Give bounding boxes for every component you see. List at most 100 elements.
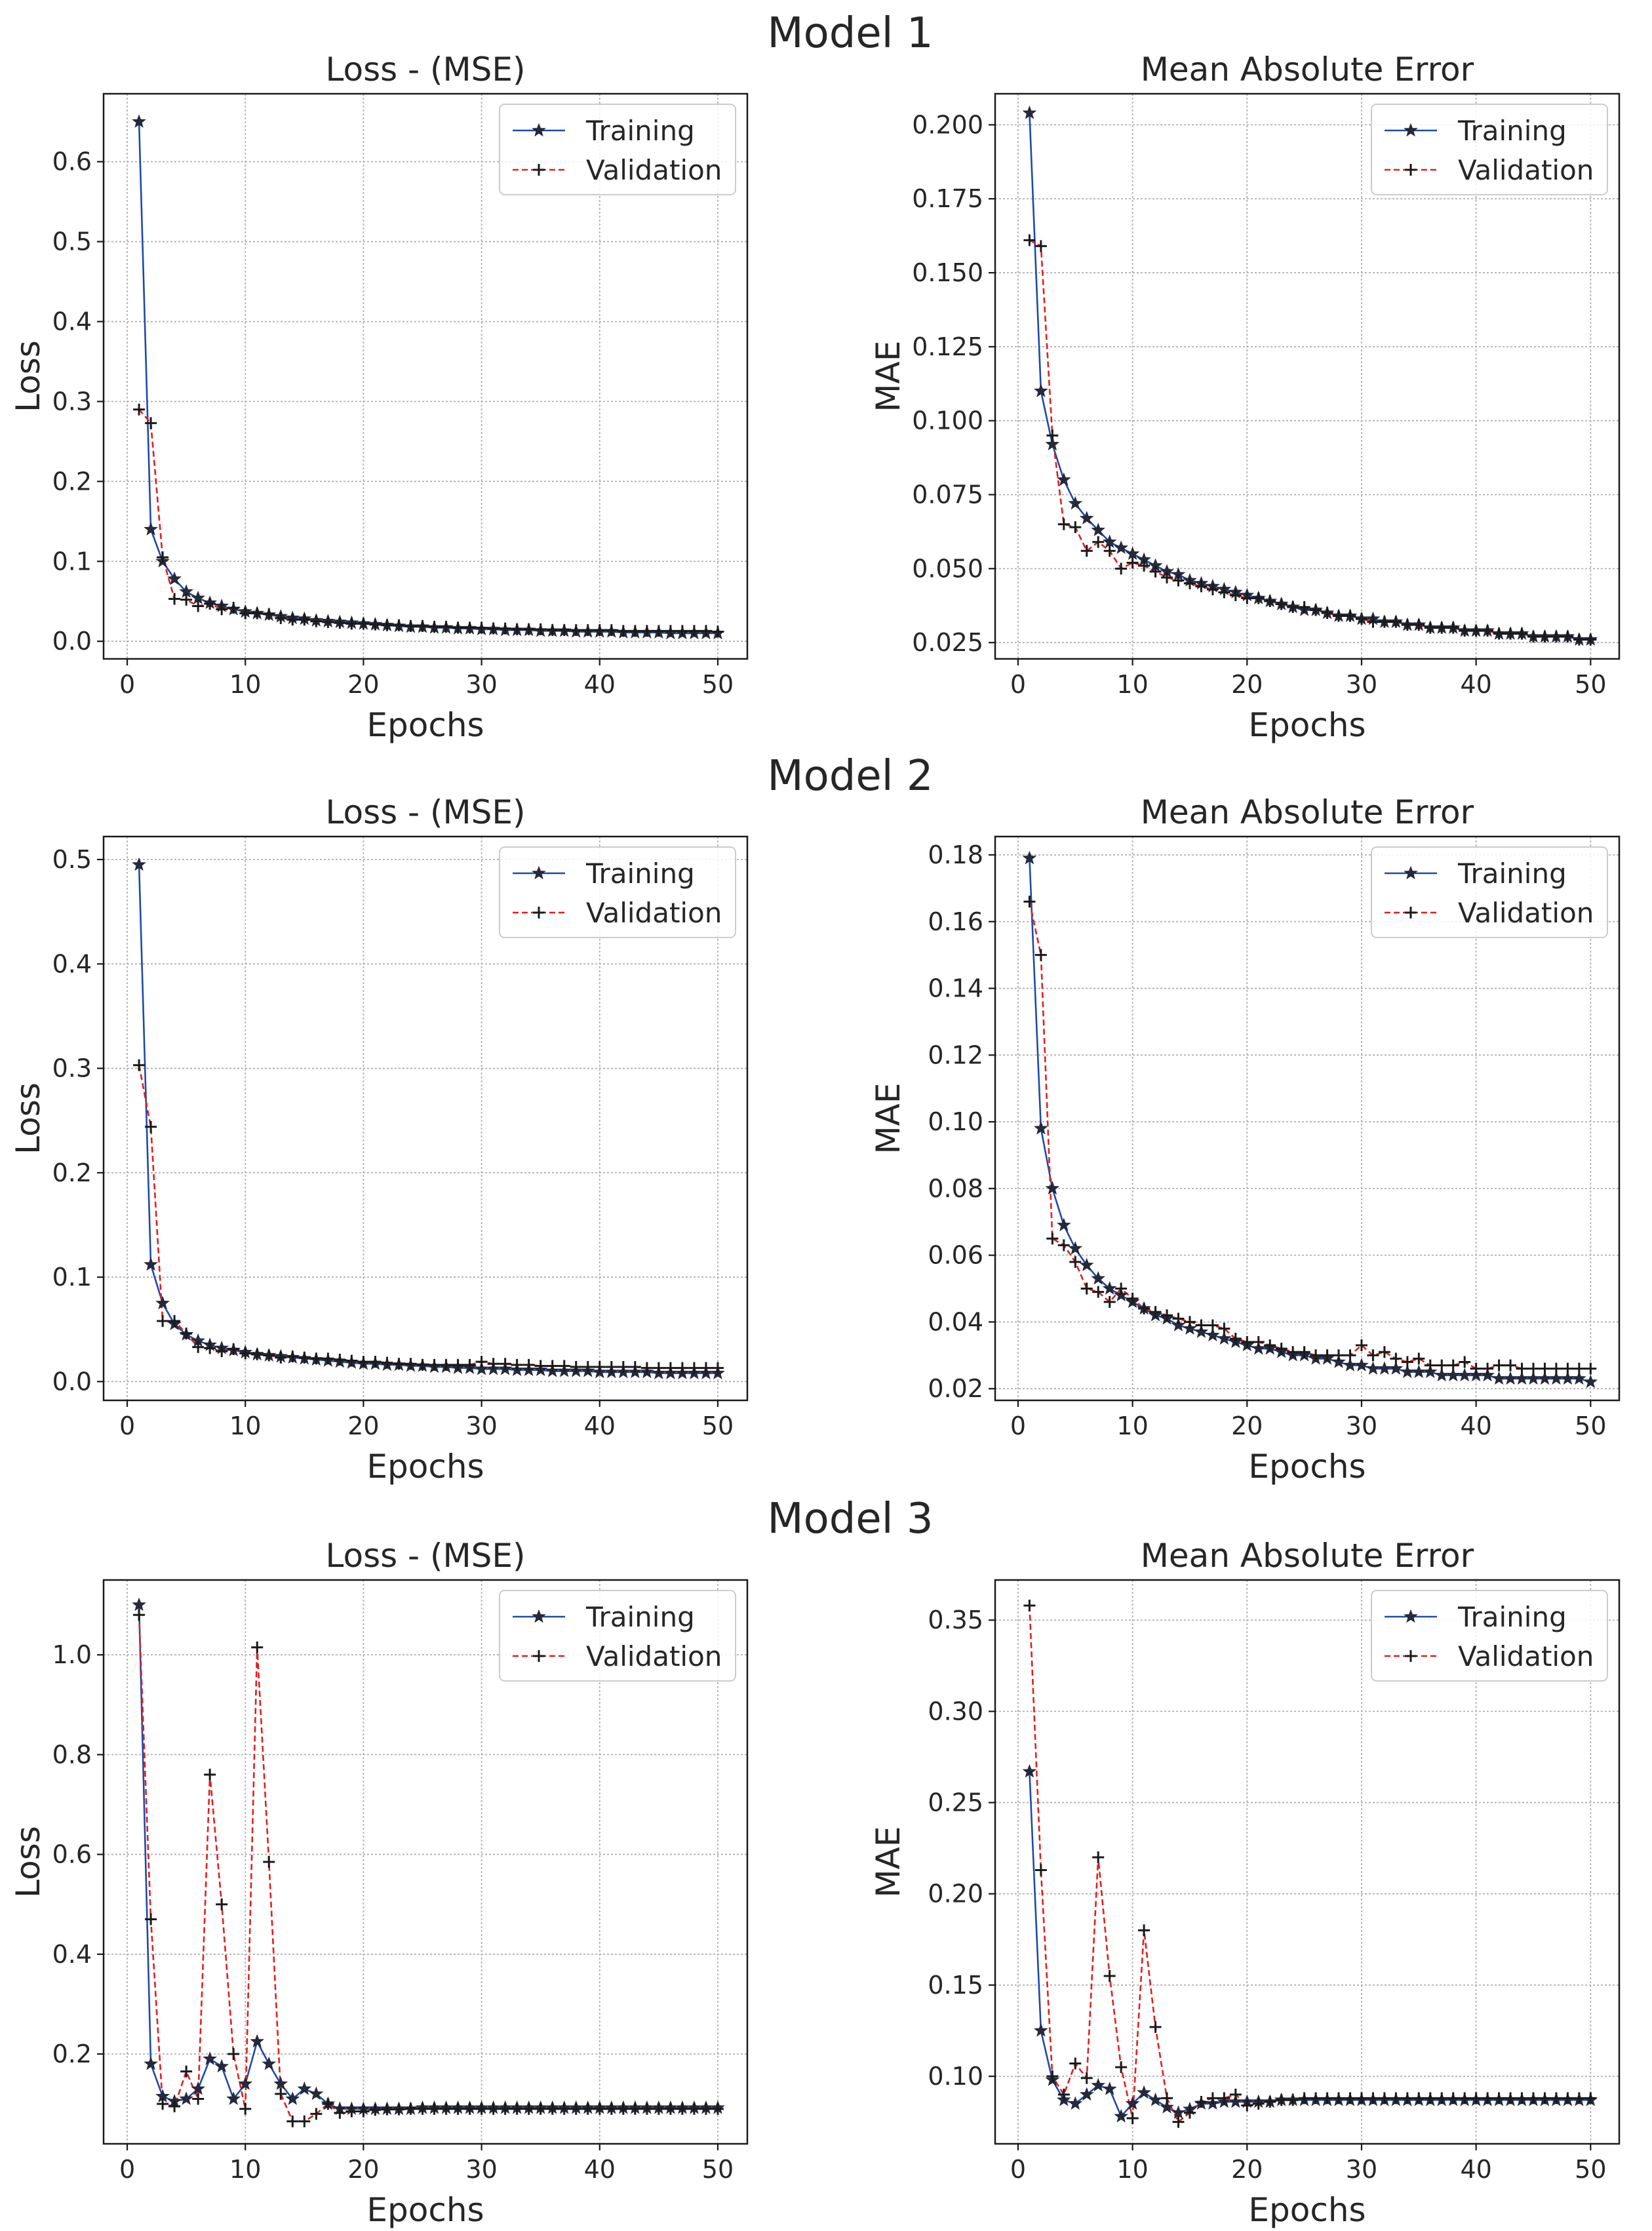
validation-point [1138, 1924, 1150, 1937]
validation-point [180, 593, 193, 606]
validation-point [275, 2087, 287, 2100]
validation-point [664, 625, 677, 637]
training-point [297, 2081, 312, 2095]
validation-point [475, 1356, 488, 1368]
y-tick-label: 0.4 [52, 1940, 92, 1969]
validation-point [393, 619, 405, 631]
x-tick-label: 0 [1010, 1412, 1026, 1440]
x-axis-label: Epochs [366, 1448, 484, 1486]
training-point [179, 2091, 193, 2105]
legend-training-label: Training [1457, 858, 1567, 890]
validation-point [192, 600, 205, 612]
validation-point [1504, 2092, 1517, 2104]
validation-point [1584, 1362, 1597, 1375]
validation-point [664, 1362, 677, 1374]
validation-point [263, 1856, 275, 1868]
validation-point [1447, 622, 1459, 634]
y-tick-label: 0.2 [52, 1158, 92, 1187]
validation-point [1333, 610, 1345, 622]
x-tick-label: 40 [1460, 1412, 1491, 1440]
y-tick-label: 0.100 [912, 406, 983, 435]
x-axis-label: Epochs [1248, 706, 1366, 744]
validation-point [1527, 1362, 1539, 1375]
validation-point [1069, 521, 1082, 534]
validation-point [1092, 1286, 1105, 1298]
model-title: Model 3 [767, 1495, 933, 1543]
validation-point [511, 623, 523, 635]
legend-validation-label: Validation [586, 1640, 722, 1672]
validation-point [1413, 2092, 1425, 2104]
y-tick-label: 0.4 [52, 307, 92, 336]
validation-point [1367, 2092, 1379, 2104]
validation-point [475, 622, 488, 634]
validation-point [1310, 1349, 1322, 1362]
validation-point [1218, 586, 1230, 599]
validation-point [581, 1361, 594, 1373]
validation-point [1149, 1306, 1162, 1318]
validation-point [558, 624, 570, 637]
validation-series-line [138, 408, 718, 633]
validation-point [1218, 1322, 1230, 1335]
validation-point [216, 603, 228, 616]
x-tick-label: 10 [229, 670, 261, 699]
validation-point [1516, 2092, 1528, 2104]
legend-validation-label: Validation [586, 897, 722, 929]
validation-point [1539, 2092, 1551, 2104]
legend-validation-label: Validation [586, 154, 722, 186]
validation-point [1436, 2092, 1448, 2104]
validation-point [1195, 1319, 1208, 1332]
validation-point [1034, 240, 1047, 252]
validation-point [416, 1358, 429, 1371]
x-axis-label: Epochs [1248, 2191, 1366, 2229]
validation-point [1573, 633, 1585, 646]
validation-point [204, 1342, 216, 1354]
x-tick-label: 50 [1575, 2155, 1606, 2184]
validation-point [1390, 2092, 1402, 2104]
validation-point [640, 2103, 653, 2115]
x-tick-label: 50 [702, 1412, 734, 1440]
validation-point [1161, 1309, 1173, 1322]
validation-point [534, 1360, 547, 1372]
validation-point [251, 607, 264, 620]
validation-point [357, 2105, 370, 2118]
validation-point [404, 620, 417, 633]
validation-point [1229, 1332, 1242, 1345]
legend-training-label: Training [585, 1601, 695, 1633]
axes-title: Mean Absolute Error [1141, 50, 1474, 89]
legend-validation-marker [1405, 164, 1417, 176]
validation-point [204, 1768, 216, 1781]
validation-point [1057, 2088, 1070, 2101]
legend-training-marker [1404, 1609, 1418, 1623]
training-point [1171, 1318, 1186, 1332]
validation-point [1424, 622, 1436, 634]
validation-point [1080, 1282, 1093, 1295]
validation-point [1241, 592, 1253, 604]
validation-point [452, 622, 464, 634]
validation-series-line [138, 1065, 718, 1369]
validation-point [1046, 1233, 1059, 1245]
y-tick-label: 0.02 [928, 1374, 983, 1403]
training-point [1114, 540, 1129, 555]
x-tick-label: 0 [1010, 2155, 1026, 2184]
x-tick-label: 30 [1346, 1412, 1377, 1440]
validation-point [522, 2103, 535, 2115]
training-point [1171, 2105, 1186, 2119]
validation-point [1115, 563, 1128, 575]
validation-point [463, 2103, 476, 2115]
training-point [1056, 1217, 1071, 1232]
legend-validation-marker [1405, 907, 1417, 918]
training-point [1034, 2023, 1048, 2037]
legend-training-label: Training [585, 115, 695, 147]
validation-series-line [138, 1615, 718, 2123]
validation-point [1103, 1295, 1116, 1308]
training-point [144, 522, 158, 536]
validation-point [381, 1356, 393, 1369]
validation-point [416, 2103, 429, 2115]
validation-point [1321, 1349, 1333, 1362]
validation-point [1103, 545, 1116, 557]
legend-box [1371, 1590, 1608, 1682]
validation-point [345, 618, 358, 630]
training-point [1206, 1328, 1220, 1342]
validation-point [711, 2103, 724, 2115]
validation-point [357, 618, 370, 630]
